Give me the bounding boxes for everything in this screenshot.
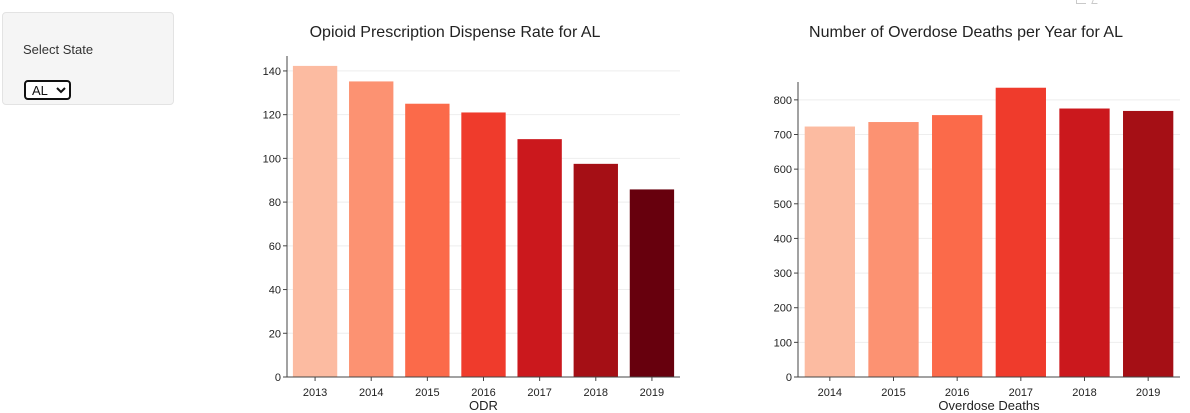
y-tick-label: 140: [263, 66, 281, 78]
select-state-label: Select State: [23, 42, 94, 57]
x-tick-label: 2018: [1072, 387, 1096, 399]
y-tick-label: 80: [269, 197, 281, 209]
x-tick-label: 2019: [640, 387, 664, 399]
x-tick-label: 2015: [881, 387, 905, 399]
state-selector-panel: Select State AL: [2, 12, 174, 105]
y-tick-label: 200: [774, 303, 792, 315]
y-tick-label: 300: [774, 268, 792, 280]
y-tick-label: 600: [774, 164, 792, 176]
x-tick-label: 2018: [584, 387, 608, 399]
y-tick-label: 100: [263, 153, 281, 165]
x-tick-label: 2014: [359, 387, 383, 399]
y-tick-label: 0: [275, 372, 281, 384]
bar-2014[interactable]: [804, 126, 855, 378]
overdose-deaths-chart: Number of Overdose Deaths per Year for A…: [774, 24, 1180, 413]
x-tick-label: 2019: [1136, 387, 1160, 399]
y-tick-label: 100: [774, 337, 792, 349]
bar-2015[interactable]: [405, 103, 450, 378]
x-tick-label: 2016: [945, 387, 969, 399]
chart-title: Number of Overdose Deaths per Year for A…: [809, 24, 1123, 41]
bar-2018[interactable]: [1059, 108, 1110, 378]
x-tick-label: 2017: [1009, 387, 1033, 399]
y-tick-label: 120: [263, 110, 281, 122]
bar-2017[interactable]: [517, 139, 562, 377]
y-tick-label: 40: [269, 285, 281, 297]
y-tick-label: 20: [269, 328, 281, 340]
bar-2017[interactable]: [995, 87, 1046, 377]
bar-2016[interactable]: [461, 112, 506, 377]
x-tick-label: 2013: [303, 387, 327, 399]
x-axis-title: Overdose Deaths: [938, 398, 1040, 413]
x-tick-label: 2014: [818, 387, 842, 399]
x-tick-label: 2017: [527, 387, 551, 399]
y-tick-label: 60: [269, 241, 281, 253]
y-tick-label: 400: [774, 233, 792, 245]
bar-2019[interactable]: [1123, 110, 1174, 377]
bar-2013[interactable]: [292, 65, 338, 377]
state-select[interactable]: AL: [24, 80, 71, 100]
bar-2019[interactable]: [629, 189, 675, 377]
y-tick-label: 500: [774, 199, 792, 211]
x-tick-label: 2016: [471, 387, 495, 399]
y-tick-label: 800: [774, 95, 792, 107]
y-tick-label: 0: [786, 372, 792, 384]
bar-2018[interactable]: [573, 163, 618, 377]
bar-2015[interactable]: [868, 122, 919, 378]
bar-2014[interactable]: [349, 81, 394, 377]
x-tick-label: 2015: [415, 387, 439, 399]
x-axis-title: ODR: [469, 398, 498, 413]
chart-title: Opioid Prescription Dispense Rate for AL: [310, 24, 601, 41]
y-tick-label: 700: [774, 130, 792, 142]
bar-2016[interactable]: [932, 115, 983, 377]
modebar-icon[interactable]: [1076, 0, 1086, 4]
odr-chart: Opioid Prescription Dispense Rate for AL…: [263, 24, 680, 413]
